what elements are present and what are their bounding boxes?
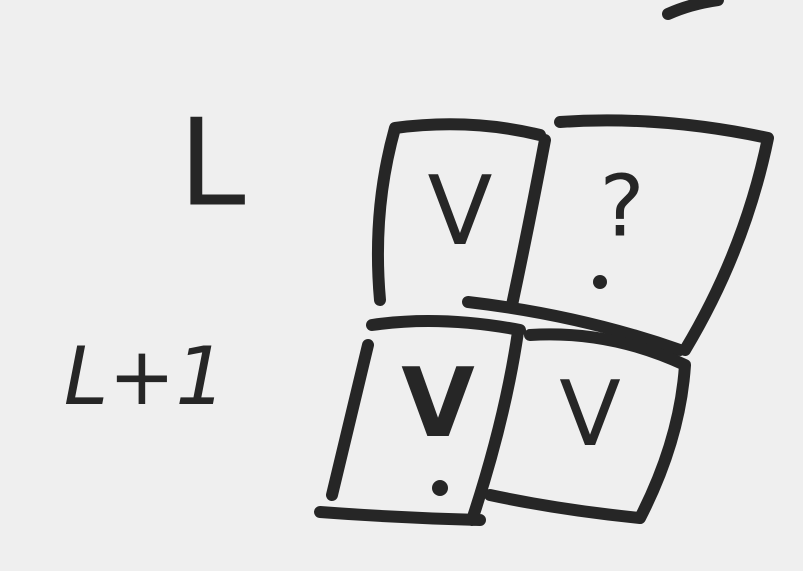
stroke-fragment <box>662 0 724 20</box>
row-label: L+1 <box>64 330 227 423</box>
cell-text: V <box>559 362 621 467</box>
cell-box <box>371 118 551 311</box>
dot <box>593 275 607 289</box>
cell-text: ? <box>599 157 644 256</box>
cell-box <box>484 328 691 524</box>
cell-box <box>462 114 774 356</box>
cell-text: V <box>428 157 493 267</box>
row-label: L <box>179 95 246 234</box>
cell-box <box>314 315 526 526</box>
cell-text: V <box>401 349 475 459</box>
dot <box>432 480 448 496</box>
